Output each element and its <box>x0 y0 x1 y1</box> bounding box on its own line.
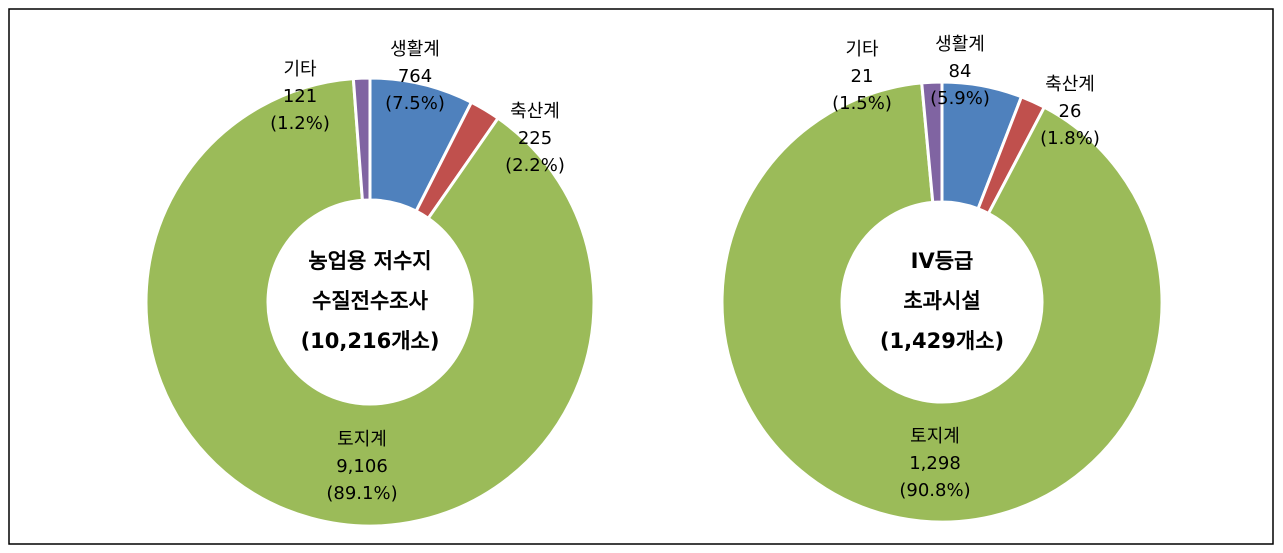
category-label: 생활계 <box>935 34 985 55</box>
slice <box>920 80 944 205</box>
category-label: 기타 <box>845 39 879 60</box>
value-label: 9,106 <box>336 456 388 477</box>
category-label: 토지계 <box>337 429 387 450</box>
slice <box>720 81 1164 524</box>
percent-label: (1.8%) <box>1040 128 1100 149</box>
center-text: (1,429개소) <box>880 329 1004 353</box>
category-label: 토지계 <box>910 426 960 447</box>
percent-label: (7.5%) <box>385 93 445 114</box>
category-label: 기타 <box>283 59 317 80</box>
percent-label: (1.2%) <box>270 113 330 134</box>
percent-label: (2.2%) <box>505 155 565 176</box>
category-label: 생활계 <box>390 39 440 60</box>
value-label: 26 <box>1059 101 1082 122</box>
value-label: 1,298 <box>909 453 961 474</box>
percent-label: (89.1%) <box>326 483 397 504</box>
category-label: 축산계 <box>510 101 560 122</box>
value-label: 121 <box>283 86 317 107</box>
percent-label: (1.5%) <box>832 93 892 114</box>
center-text: 농업용 저수지 <box>308 249 431 273</box>
value-label: 21 <box>851 66 874 87</box>
center-text: IV등급 <box>911 249 974 273</box>
percent-label: (90.8%) <box>899 480 970 501</box>
value-label: 84 <box>949 61 972 82</box>
slice <box>144 77 596 528</box>
slice <box>351 76 372 202</box>
center-text: (10,216개소) <box>301 329 440 353</box>
value-label: 764 <box>398 66 432 87</box>
value-label: 225 <box>518 128 552 149</box>
center-text: 초과시설 <box>903 289 980 313</box>
percent-label: (5.9%) <box>930 88 990 109</box>
category-label: 축산계 <box>1045 74 1095 95</box>
center-text: 수질전수조사 <box>312 289 429 313</box>
